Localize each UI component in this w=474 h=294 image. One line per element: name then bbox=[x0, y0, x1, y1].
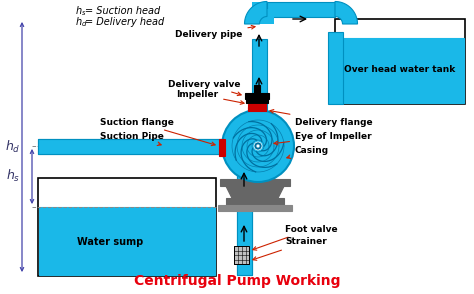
Bar bbox=[335, 19, 465, 104]
Bar bbox=[246, 99, 268, 103]
Text: Suction Pipe: Suction Pipe bbox=[100, 131, 164, 146]
Polygon shape bbox=[245, 1, 267, 24]
Text: $h_s$: $h_s$ bbox=[6, 168, 20, 184]
Bar bbox=[237, 145, 252, 275]
Circle shape bbox=[222, 110, 294, 182]
Text: Delivery valve: Delivery valve bbox=[168, 79, 241, 96]
Bar bbox=[252, 1, 267, 24]
Text: Water sump: Water sump bbox=[77, 237, 143, 247]
Bar bbox=[38, 139, 222, 154]
Text: Impeller: Impeller bbox=[176, 89, 244, 104]
Text: $h_s$: $h_s$ bbox=[75, 4, 87, 18]
Bar bbox=[237, 145, 252, 275]
Text: Delivery flange: Delivery flange bbox=[270, 110, 373, 126]
Text: Casing: Casing bbox=[287, 146, 329, 158]
Bar bbox=[248, 107, 266, 111]
Bar bbox=[267, 1, 335, 16]
Text: Foot valve: Foot valve bbox=[253, 225, 337, 250]
Bar bbox=[336, 38, 464, 103]
Text: $h_d$: $h_d$ bbox=[75, 15, 88, 29]
Bar bbox=[226, 198, 284, 206]
Bar bbox=[234, 246, 249, 264]
Text: Over head water tank: Over head water tank bbox=[345, 64, 456, 74]
Polygon shape bbox=[226, 186, 284, 198]
Bar bbox=[267, 9, 274, 24]
Text: Suction flange: Suction flange bbox=[100, 118, 215, 146]
Bar bbox=[254, 85, 260, 93]
Text: Eye of Impeller: Eye of Impeller bbox=[274, 131, 372, 145]
Bar bbox=[248, 104, 266, 109]
Text: $h_d$: $h_d$ bbox=[5, 139, 21, 155]
Bar bbox=[220, 179, 290, 186]
Text: Centrifugal Pump Working: Centrifugal Pump Working bbox=[134, 274, 340, 288]
Bar bbox=[219, 139, 225, 156]
Text: = Suction head: = Suction head bbox=[85, 6, 160, 16]
Circle shape bbox=[256, 144, 260, 148]
Polygon shape bbox=[335, 1, 357, 24]
Bar bbox=[328, 31, 343, 104]
Bar bbox=[245, 93, 269, 99]
Bar bbox=[252, 39, 267, 110]
Bar bbox=[38, 139, 252, 154]
Text: Strainer: Strainer bbox=[253, 238, 327, 260]
Bar bbox=[39, 207, 215, 275]
Bar bbox=[218, 205, 292, 211]
Text: = Delivery head: = Delivery head bbox=[85, 17, 164, 27]
Text: Delivery pipe: Delivery pipe bbox=[175, 25, 255, 39]
Circle shape bbox=[254, 142, 262, 150]
Bar bbox=[38, 178, 216, 276]
